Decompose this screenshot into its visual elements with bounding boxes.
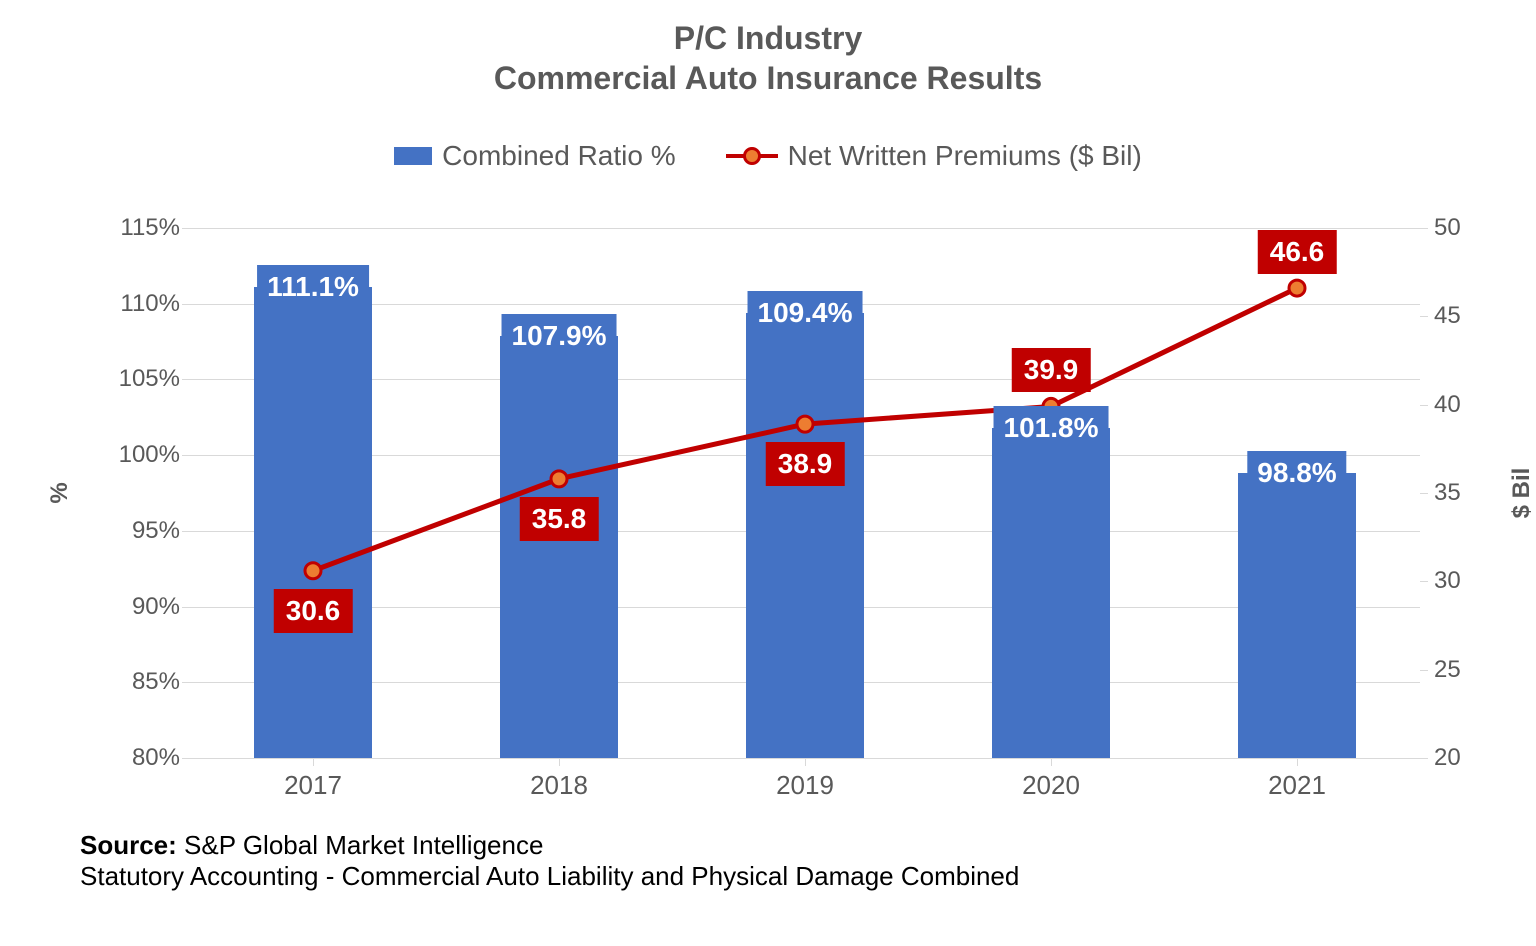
tick-mark (1297, 758, 1298, 766)
legend-line-swatch (726, 154, 778, 158)
y-right-tick: 45 (1434, 302, 1461, 330)
x-category: 2018 (436, 770, 682, 801)
tick-mark (1420, 228, 1428, 229)
chart-title: P/C Industry Commercial Auto Insurance R… (0, 18, 1536, 98)
title-line-1: P/C Industry (0, 18, 1536, 58)
bar-value-label: 101.8% (994, 406, 1109, 450)
tick-mark (1420, 316, 1428, 317)
tick-mark (182, 758, 190, 759)
legend-label: Combined Ratio % (442, 140, 675, 172)
y-right-tick: 30 (1434, 567, 1461, 595)
legend-item: Combined Ratio % (394, 140, 675, 172)
y-right-tick: 20 (1434, 744, 1461, 772)
bar-value-label: 107.9% (502, 314, 617, 358)
tick-mark (1420, 758, 1428, 759)
y-left-tick: 115% (90, 214, 180, 242)
tick-mark (182, 379, 190, 380)
y-left-tick: 85% (90, 668, 180, 696)
y-axis-left-title: % (46, 463, 74, 523)
y-left-tick: 90% (90, 593, 180, 621)
x-category: 2017 (190, 770, 436, 801)
x-category: 2021 (1174, 770, 1420, 801)
tick-mark (313, 758, 314, 766)
tick-mark (1420, 581, 1428, 582)
tick-mark (182, 682, 190, 683)
bar-value-label: 111.1% (257, 265, 369, 309)
tick-mark (182, 228, 190, 229)
tick-mark (182, 304, 190, 305)
legend-bar-swatch (394, 147, 432, 165)
tick-mark (805, 758, 806, 766)
tick-mark (182, 607, 190, 608)
source-text: S&P Global Market Intelligence (177, 830, 544, 860)
y-left-tick: 80% (90, 744, 180, 772)
y-right-tick: 50 (1434, 214, 1461, 242)
legend: Combined Ratio % Net Written Premiums ($ … (0, 140, 1536, 172)
y-left-tick: 100% (90, 441, 180, 469)
tick-mark (1420, 670, 1428, 671)
bar-value-label: 98.8% (1247, 451, 1346, 495)
x-category: 2019 (682, 770, 928, 801)
x-category: 2020 (928, 770, 1174, 801)
legend-item: Net Written Premiums ($ Bil) (726, 140, 1142, 172)
y-right-tick: 25 (1434, 656, 1461, 684)
source-line: Source: S&P Global Market Intelligence (80, 830, 1019, 861)
legend-label: Net Written Premiums ($ Bil) (788, 140, 1142, 172)
chart-footer: Source: S&P Global Market Intelligence S… (80, 830, 1019, 892)
line-value-label: 38.9 (766, 442, 845, 486)
y-left-tick: 105% (90, 365, 180, 393)
tick-mark (182, 531, 190, 532)
tick-mark (182, 455, 190, 456)
tick-mark (1420, 493, 1428, 494)
line-value-label: 35.8 (520, 497, 599, 541)
tick-mark (1051, 758, 1052, 766)
line-value-label: 46.6 (1258, 230, 1337, 274)
chart-container: P/C Industry Commercial Auto Insurance R… (0, 0, 1536, 946)
bar-value-label: 109.4% (748, 291, 863, 335)
line-value-label: 30.6 (274, 589, 353, 633)
tick-mark (559, 758, 560, 766)
y-axis-right-title: $ Bil (1508, 453, 1536, 533)
title-line-2: Commercial Auto Insurance Results (0, 58, 1536, 98)
y-right-tick: 40 (1434, 391, 1461, 419)
y-left-tick: 95% (90, 517, 180, 545)
tick-mark (1420, 405, 1428, 406)
y-left-tick: 110% (90, 290, 180, 318)
source-label: Source: (80, 830, 177, 860)
y-right-tick: 35 (1434, 479, 1461, 507)
source-subtext: Statutory Accounting - Commercial Auto L… (80, 861, 1019, 892)
line-value-label: 39.9 (1012, 348, 1091, 392)
